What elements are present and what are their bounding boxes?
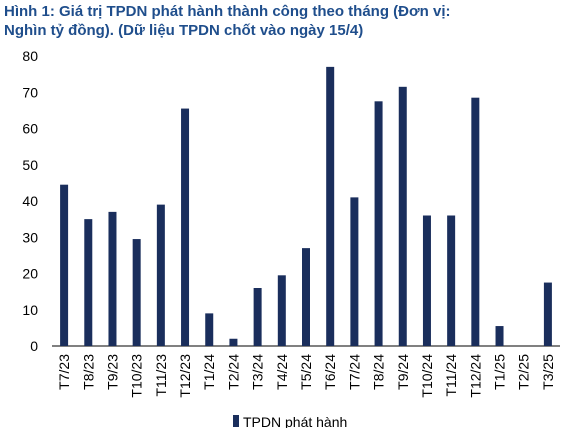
x-tick-label: T12/24: [467, 354, 483, 398]
y-tick-label: 70: [22, 84, 38, 100]
y-axis-ticks: 0 10 20 30 40 50 60 70 80: [22, 48, 38, 354]
x-tick-label: T1/24: [201, 354, 217, 390]
x-tick-label: T12/23: [177, 354, 193, 398]
bar: [181, 108, 190, 346]
x-tick-label: T11/24: [443, 354, 459, 397]
bar: [447, 215, 456, 346]
y-tick-label: 80: [22, 48, 38, 64]
y-tick-label: 60: [22, 121, 38, 137]
x-tick-label: T7/24: [346, 354, 362, 390]
bar: [229, 338, 238, 346]
x-tick-label: T3/25: [540, 354, 556, 390]
x-tick-label: T8/24: [371, 354, 387, 390]
y-tick-label: 40: [22, 193, 38, 209]
bar: [253, 288, 262, 346]
x-tick-label: T10/23: [129, 354, 145, 398]
bar: [277, 275, 286, 346]
legend-swatch: [233, 415, 239, 427]
x-tick-label: T5/24: [298, 354, 314, 390]
y-tick-label: 10: [22, 302, 38, 318]
bar: [471, 97, 480, 346]
legend: TPDN phát hành: [233, 414, 347, 428]
bar: [374, 101, 383, 346]
bar: [495, 326, 504, 346]
bar: [132, 239, 141, 346]
bar: [326, 66, 335, 346]
bar: [108, 211, 117, 346]
x-tick-label: T11/23: [153, 354, 169, 397]
x-tick-label: T9/23: [104, 354, 120, 390]
x-tick-label: T8/23: [80, 354, 96, 390]
bar: [84, 219, 93, 346]
x-tick-label: T9/24: [395, 354, 411, 390]
bar: [422, 215, 431, 346]
bar: [60, 184, 69, 346]
x-tick-label: T2/25: [516, 354, 532, 390]
x-tick-label: T3/24: [250, 354, 266, 390]
x-tick-label: T1/25: [492, 354, 508, 390]
y-tick-label: 50: [22, 157, 38, 173]
bars: [60, 66, 552, 346]
y-tick-label: 0: [30, 338, 38, 354]
x-tick-label: T4/24: [274, 354, 290, 390]
x-axis-ticks: T7/23 T8/23 T9/23 T10/23 T11/23 T12/23 T1/24 T2…: [56, 354, 556, 398]
y-tick-label: 20: [22, 266, 38, 282]
bar: [398, 86, 407, 346]
x-tick-label: T2/24: [225, 354, 241, 390]
bar: [350, 197, 359, 346]
x-tick-label: T6/24: [322, 354, 338, 390]
x-tick-label: T7/23: [56, 354, 72, 390]
bar: [205, 313, 214, 346]
chart-title-line-1: Hình 1: Giá trị TPDN phát hành thành côn…: [4, 3, 451, 20]
bar: [302, 248, 310, 346]
y-tick-label: 30: [22, 229, 38, 245]
legend-label: TPDN phát hành: [243, 414, 347, 428]
chart-title: Hình 1: Giá trị TPDN phát hành thành côn…: [4, 2, 569, 40]
bar: [156, 204, 165, 346]
chart-title-line-2: Nghìn tỷ đồng). (Dữ liệu TPDN chốt vào n…: [4, 22, 364, 39]
bar: [543, 282, 552, 346]
x-tick-label: T10/24: [419, 354, 435, 398]
